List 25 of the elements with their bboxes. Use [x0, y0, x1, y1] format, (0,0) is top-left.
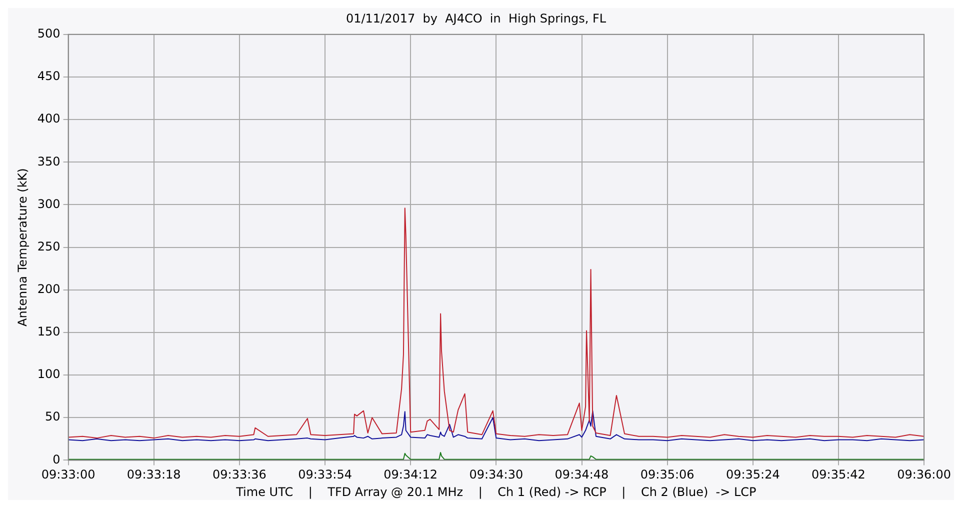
y-tick-label: 200 — [37, 282, 60, 296]
x-tick-label: 09:34:12 — [384, 468, 438, 482]
x-tick-label: 09:35:42 — [812, 468, 866, 482]
y-tick-label: 250 — [37, 239, 60, 254]
x-axis-title: Time UTC | TFD Array @ 20.1 MHz | Ch 1 (Red) -> RCP | Ch 2 (Blue) -> LCP — [235, 484, 756, 499]
y-tick-label: 450 — [37, 69, 60, 84]
x-tick-label: 09:33:54 — [298, 468, 352, 482]
x-tick-label: 09:34:30 — [469, 468, 524, 482]
x-tick-label: 09:35:24 — [726, 468, 780, 482]
y-tick-label: 500 — [37, 26, 60, 41]
y-tick-label: 350 — [37, 154, 60, 168]
y-tick-label: 50 — [45, 410, 60, 424]
chart-title: 01/11/2017 by AJ4CO in High Springs, FL — [346, 11, 606, 26]
y-axis-title: Antenna Temperature (kK) — [15, 168, 30, 326]
x-tick-label: 09:34:48 — [554, 468, 609, 482]
y-tick-label: 300 — [37, 196, 60, 211]
x-tick-label: 09:33:36 — [212, 468, 266, 482]
x-tick-label: 09:36:00 — [897, 468, 952, 482]
x-tick-label: 09:33:00 — [41, 468, 96, 482]
y-tick-label: 0 — [52, 452, 60, 466]
y-tick-label: 100 — [37, 367, 60, 382]
x-tick-label: 09:33:18 — [126, 468, 181, 482]
x-tick-label: 09:35:06 — [640, 468, 694, 482]
y-tick-label: 400 — [37, 112, 60, 126]
y-tick-label: 150 — [37, 324, 60, 339]
